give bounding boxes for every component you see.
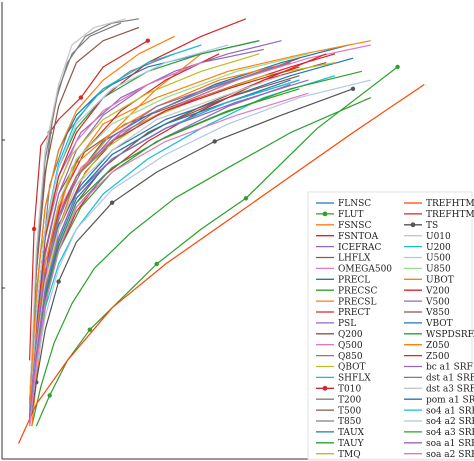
legend-label: ICEFRAC — [338, 243, 382, 253]
legend-label: TMQ — [338, 450, 361, 460]
series-line-26 — [29, 88, 354, 427]
legend-label: VBOT — [425, 319, 453, 329]
legend-label: FSNTOA — [338, 232, 379, 242]
legend-label: V200 — [425, 286, 450, 296]
legend-label: TREFHTMN — [426, 199, 474, 209]
legend-label: FSNSC — [338, 221, 371, 231]
legend-label: so4 a2 SRF — [426, 417, 474, 427]
series-line-45 — [29, 88, 300, 422]
series-marker — [56, 279, 61, 284]
legend-label: UBOT — [426, 276, 454, 286]
legend-label: pom a1 SRF — [426, 395, 474, 405]
legend-label: T010 — [338, 385, 361, 395]
legend-label: TAUX — [338, 428, 365, 438]
series-marker — [87, 327, 93, 332]
series-line-44 — [29, 79, 371, 427]
legend-label: PRECSC — [338, 286, 377, 296]
legend-label: dst a1 SRF — [426, 374, 474, 384]
legend-label: LHFLX — [338, 254, 371, 264]
series-line-24 — [17, 84, 425, 444]
legend-label: dst a3 SRF — [426, 385, 474, 395]
legend-marker — [322, 385, 328, 391]
legend-label: soa a2 SRF — [426, 450, 474, 460]
legend-label: U500 — [426, 254, 451, 264]
legend-label: T850 — [338, 417, 361, 427]
legend-label: PRECT — [338, 308, 370, 318]
series-line-1 — [35, 66, 398, 427]
legend-label: FLNSC — [338, 199, 371, 209]
legend-label: QBOT — [338, 363, 366, 373]
legend-label: T500 — [338, 406, 361, 416]
plot-area — [17, 18, 425, 444]
series-marker — [109, 200, 115, 205]
series-line-46 — [29, 79, 309, 422]
legend-label: PRECL — [338, 276, 370, 286]
legend-label: so4 a1 SRF — [426, 406, 474, 416]
series-marker — [145, 38, 150, 43]
legend-label: Z500 — [426, 352, 450, 362]
series-line-31 — [29, 62, 291, 418]
legend-label: PSL — [338, 319, 356, 329]
legend-label: V500 — [425, 297, 450, 307]
series-marker — [154, 261, 159, 267]
legend-label: U200 — [426, 243, 451, 253]
legend-label: soa a1 SRF — [426, 439, 474, 449]
series-line-25 — [29, 18, 247, 414]
series-marker — [31, 226, 37, 232]
series-line-47 — [29, 92, 309, 427]
series-marker — [212, 139, 217, 144]
legend-label: Q850 — [338, 352, 363, 362]
series-marker — [78, 95, 84, 100]
legend-label: FLUT — [338, 210, 363, 220]
legend-label: U850 — [426, 265, 451, 275]
legend-label: V850 — [425, 308, 450, 318]
legend-label: WSPDSRFAV — [426, 330, 474, 340]
legend: FLNSCFLUTFSNSCFSNTOAICEFRACLHFLXOMEGA500… — [307, 191, 474, 461]
legend-label: TREFHTMX — [426, 210, 474, 220]
legend-marker — [410, 222, 416, 228]
legend-label: U010 — [426, 232, 451, 242]
series-marker — [47, 393, 52, 398]
series-marker — [243, 196, 249, 201]
legend-label: T200 — [338, 395, 361, 405]
series-marker — [395, 64, 400, 70]
series-line-27 — [29, 18, 126, 405]
series-line-41 — [29, 75, 282, 422]
legend-label: TS — [426, 221, 438, 231]
series-line-37 — [29, 35, 175, 405]
series-line-8 — [31, 97, 372, 427]
legend-label: PRECSL — [338, 297, 376, 307]
legend-label: SHFLX — [338, 374, 371, 384]
legend-marker — [322, 211, 328, 217]
legend-label: TAUY — [338, 439, 365, 449]
legend-label: Z050 — [426, 341, 450, 351]
legend-label: Q500 — [338, 341, 363, 351]
legend-label: OMEGA500 — [338, 265, 392, 275]
legend-label: Q200 — [338, 330, 363, 340]
legend-label: so4 a3 SRF — [426, 428, 474, 438]
series-line-29 — [29, 44, 229, 414]
legend-box — [307, 191, 473, 461]
series-marker — [350, 86, 356, 92]
legend-label: bc a1 SRF — [426, 363, 473, 373]
